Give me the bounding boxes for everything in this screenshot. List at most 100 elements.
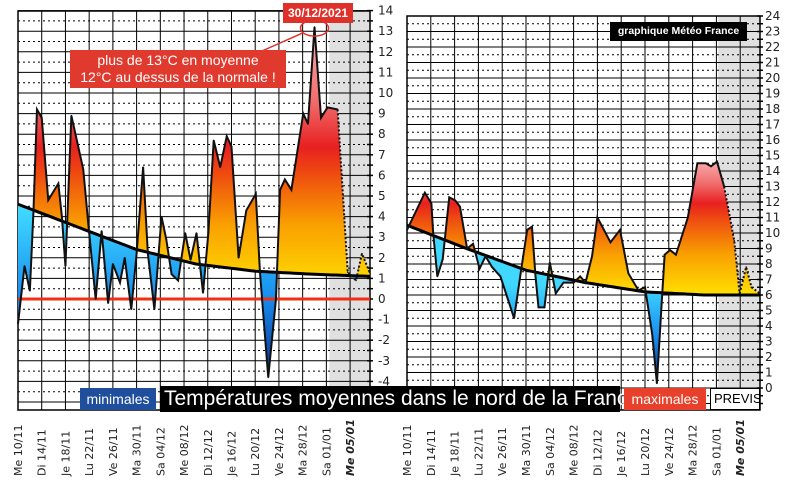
data-point <box>207 232 210 234</box>
y-tick-label: 19 <box>765 87 780 101</box>
y-tick-label: 2 <box>765 350 773 364</box>
data-point <box>710 165 712 168</box>
legend-maximales: maximales <box>624 388 706 410</box>
data-point <box>562 281 565 284</box>
data-point <box>466 247 468 250</box>
x-date-label: Je 16/12 <box>225 431 238 477</box>
data-point <box>704 162 707 165</box>
y-tick-label: -4 <box>378 374 390 388</box>
y-tick-label: 11 <box>378 65 393 79</box>
x-date-label: Me 05/01 <box>734 419 747 476</box>
data-point <box>368 271 371 274</box>
data-point <box>491 266 493 268</box>
data-point <box>406 229 408 231</box>
normal-line <box>17 202 370 278</box>
data-point <box>591 255 593 258</box>
y-tick-label: 20 <box>765 71 780 85</box>
y-tick-label: 22 <box>765 40 780 54</box>
annotation-line-1: plus de 13°C en moyenne <box>97 52 259 68</box>
data-point <box>584 281 587 284</box>
data-point <box>267 376 270 379</box>
data-point <box>219 166 222 168</box>
data-point <box>537 306 540 309</box>
chart-maximales: 2423222120191817161514131211109876543210… <box>401 9 780 477</box>
y-tick-label: 6 <box>765 288 773 302</box>
data-point <box>596 216 599 219</box>
data-point <box>637 289 640 292</box>
data-point <box>130 308 133 311</box>
data-point <box>336 108 339 111</box>
x-date-label: Sa 04/12 <box>544 427 557 476</box>
data-point <box>326 106 329 109</box>
y-tick-label: 10 <box>765 226 780 240</box>
data-point <box>290 189 293 191</box>
data-point <box>23 265 26 267</box>
x-date-label: Sa 01/01 <box>320 427 333 476</box>
x-date-label: Di 12/12 <box>591 429 604 476</box>
data-point <box>87 226 90 228</box>
data-point <box>275 298 277 300</box>
data-point <box>153 308 156 311</box>
x-date-label: Me 08/12 <box>178 425 191 476</box>
annotation-connector <box>261 32 303 52</box>
y-tick-label: 10 <box>378 86 393 100</box>
x-date-label: Lu 22/11 <box>83 428 96 476</box>
x-date-label: Lu 20/12 <box>249 428 262 476</box>
observed-line <box>406 160 726 384</box>
y-tick-label: 1 <box>378 271 386 285</box>
data-point <box>651 332 653 335</box>
x-date-label: Di 12/12 <box>202 429 215 476</box>
data-point <box>29 289 31 292</box>
x-date-label: Ve 24/12 <box>663 427 676 476</box>
x-date-label: Ve 26/11 <box>496 427 509 476</box>
data-point <box>70 114 73 117</box>
data-point <box>142 166 144 168</box>
data-point <box>472 243 474 245</box>
data-point <box>313 26 316 28</box>
x-date-label: Di 14/11 <box>425 429 438 476</box>
y-tick-label: 12 <box>378 45 393 59</box>
data-point <box>661 292 664 295</box>
x-date-label: Je 16/12 <box>615 431 628 477</box>
annotation-line-2: 12°C au dessus de la normale ! <box>80 69 276 85</box>
chart-title: Températures moyennes dans le nord de la… <box>160 386 639 412</box>
y-tick-label: 12 <box>765 195 780 209</box>
data-point <box>107 302 109 304</box>
area-above-normal <box>18 27 370 277</box>
x-date-label: Ve 24/12 <box>273 427 286 476</box>
data-point <box>47 199 50 201</box>
y-tick-label: 13 <box>378 24 393 38</box>
record-annotation: plus de 13°C en moyenne 12°C au dessus d… <box>70 50 286 88</box>
data-point <box>519 272 522 275</box>
data-point <box>644 286 646 289</box>
data-point <box>307 123 309 125</box>
y-tick-label: 5 <box>378 189 386 203</box>
observed-line <box>17 27 338 378</box>
data-point <box>459 205 461 208</box>
y-tick-label: 23 <box>765 25 780 39</box>
y-tick-label: 17 <box>765 118 780 132</box>
data-point <box>57 182 60 185</box>
data-point <box>554 292 557 295</box>
y-tick-label: 1 <box>765 366 773 380</box>
data-point <box>147 252 149 255</box>
data-point <box>355 279 357 282</box>
data-point <box>531 226 533 228</box>
y-tick-label: 7 <box>378 148 386 162</box>
data-point <box>177 279 179 282</box>
data-point <box>259 271 261 274</box>
x-date-label: Sa 01/01 <box>710 427 723 476</box>
data-point <box>513 317 515 320</box>
y-tick-label: 21 <box>765 56 780 70</box>
x-date-label: Je 18/11 <box>449 431 462 477</box>
source-credit: graphique Météo France <box>610 22 747 41</box>
data-point <box>436 275 439 278</box>
data-point <box>738 292 741 295</box>
data-point <box>454 199 456 202</box>
data-point <box>184 232 187 234</box>
data-point <box>619 229 621 231</box>
x-date-label: Lu 20/12 <box>639 428 652 476</box>
data-point <box>448 196 451 199</box>
data-point <box>40 116 43 119</box>
y-tick-label: 9 <box>378 107 386 121</box>
